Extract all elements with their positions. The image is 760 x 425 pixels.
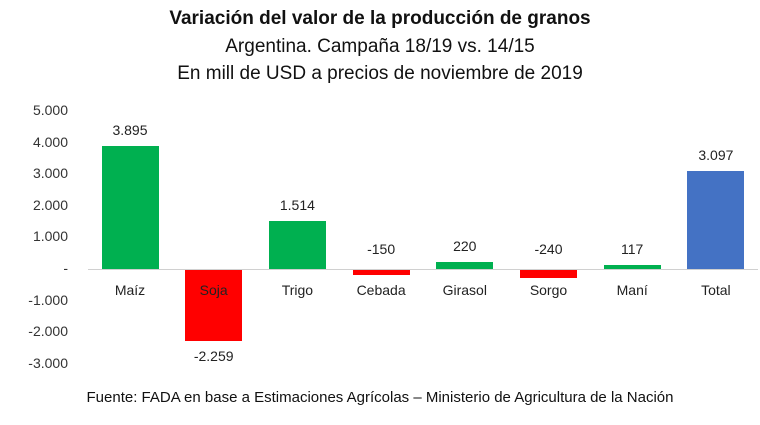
bar-value-label: 1.514 (279, 197, 315, 214)
bar-value-label: 3.097 (698, 147, 734, 164)
bar-total (687, 171, 745, 269)
x-axis-category-label: Trigo (281, 282, 314, 298)
x-axis-category-label: Maní (616, 282, 648, 298)
chart-units: En mill de USD a precios de noviembre de… (177, 63, 583, 84)
y-axis-tick-label: -2.000 (28, 323, 68, 340)
bar-value-label: 3.895 (112, 121, 148, 138)
y-axis-tick-label: -1.000 (28, 291, 68, 308)
chart-title: Variación del valor de la producción de … (169, 8, 591, 29)
y-axis-tick-label: 4.000 (32, 133, 68, 150)
y-axis-tick-label: - (63, 260, 68, 276)
y-axis-tick-label: 3.000 (32, 165, 68, 182)
y-axis-tick-label: 1.000 (32, 228, 68, 245)
bar-value-label: -150 (367, 241, 396, 257)
bar-soja (185, 270, 243, 342)
x-axis-category-label: Sorgo (529, 282, 568, 298)
bar-value-label: 117 (621, 241, 644, 258)
bar-trigo (268, 221, 326, 269)
y-axis-tick-label: 5.000 (32, 102, 68, 118)
y-axis-tick-label: 2.000 (32, 196, 68, 213)
bar-value-label: -2.259 (193, 348, 234, 365)
bar-cebada (352, 270, 410, 275)
bar-value-label: 220 (453, 238, 477, 255)
chart-source: Fuente: FADA en base a Estimaciones Agrí… (86, 389, 674, 406)
bar-maíz (101, 145, 159, 269)
y-axis-tick-label: -3.000 (28, 354, 68, 371)
bar-maní (603, 265, 661, 269)
chart-subtitle: Argentina. Campaña 18/19 vs. 14/15 (225, 36, 535, 57)
x-axis-zero-line (88, 269, 758, 270)
bar-sorgo (520, 270, 577, 278)
x-axis-category-label: Soja (199, 282, 228, 298)
bar-girasol (436, 262, 494, 269)
x-axis-category-label: Girasol (442, 282, 487, 298)
bar-value-label: -240 (534, 241, 563, 257)
x-axis-category-label: Maíz (114, 282, 146, 298)
x-axis-category-label: Cebada (356, 282, 406, 298)
x-axis-category-label: Total (701, 282, 731, 298)
